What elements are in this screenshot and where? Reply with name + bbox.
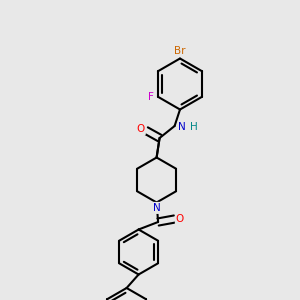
Text: N: N [178,122,186,133]
Text: N: N [153,203,160,213]
Text: H: H [190,122,198,133]
Text: Br: Br [174,46,186,56]
Text: F: F [148,92,154,102]
Text: O: O [136,124,145,134]
Text: O: O [176,214,184,224]
